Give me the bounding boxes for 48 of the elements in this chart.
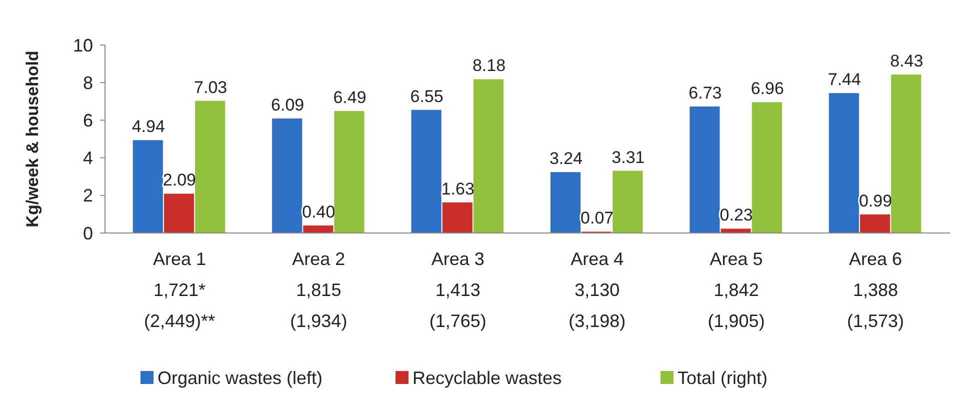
bar [550,172,581,233]
bar [891,74,922,233]
y-tick-label: 2 [82,186,93,206]
data-label: 6.49 [333,88,366,107]
bar [164,194,194,233]
data-label: 4.94 [132,117,165,136]
bar [132,140,163,233]
bar [334,110,364,233]
bar [272,118,302,233]
bar [195,100,226,233]
bar [752,102,782,233]
data-label: 6.73 [688,83,722,102]
y-tick-label: 0 [82,223,93,244]
bar [720,228,751,233]
data-label: 3.24 [549,149,583,168]
y-tick-label: 4 [82,148,93,168]
y-tick-label: 10 [72,35,93,56]
data-label: 0.23 [720,206,753,225]
x-tick-label: Area 1 1,721* (2,449)** [144,249,215,331]
bar [303,225,334,233]
data-label: 8.43 [890,52,924,71]
bar [828,93,859,233]
data-label: 8.18 [472,56,506,76]
y-axis-title: Kg/week & household [23,50,42,228]
x-tick-label: Area 2 1,815 (1,934) [290,249,348,331]
bar [442,202,472,233]
data-label: 6.55 [410,86,444,106]
y-tick-label: 6 [82,110,93,130]
data-label: 6.96 [750,79,784,98]
bar [690,106,720,233]
x-tick-label: Area 4 3,130 (3,198) [568,249,626,331]
bar [473,79,504,233]
legend-label: Total (right) [678,368,768,388]
bar [612,170,643,233]
y-tick-label: 8 [82,72,93,93]
x-tick-label: Area 6 1,388 (1,573) [847,249,904,331]
data-label: 6.09 [271,96,304,115]
data-label: 7.44 [828,70,861,90]
legend-label: Recyclable wastes [412,368,562,388]
data-label: 0.40 [302,202,336,222]
x-tick-label: Area 3 1,413 (1,765) [429,249,486,331]
data-label: 7.03 [194,78,228,97]
data-label: 3.31 [612,148,645,167]
bar [411,110,442,233]
bar [860,214,890,233]
data-label: 1.63 [441,179,474,198]
x-tick-label: Area 5 1,842 (1,905) [708,249,765,331]
legend-label: Organic wastes (left) [158,368,323,388]
